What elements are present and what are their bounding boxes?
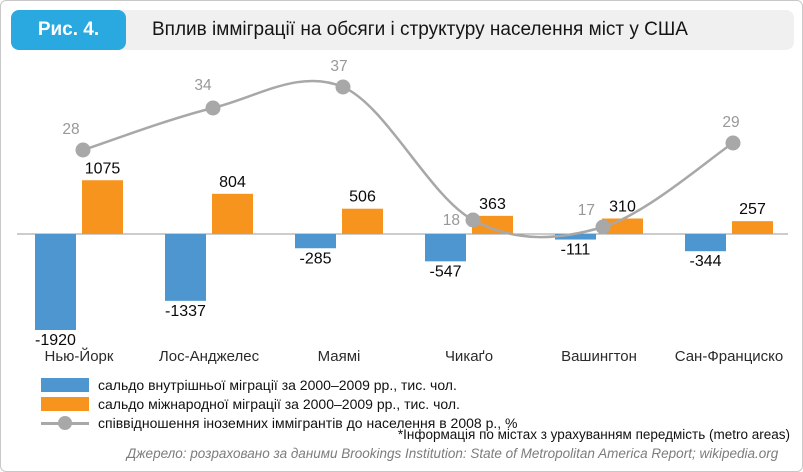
line-value-label: 29 [722, 114, 739, 131]
bar-international-migration [82, 180, 123, 234]
legend-swatch-internal-migration [41, 377, 89, 392]
bar-internal-migration [295, 234, 336, 249]
bar-international-migration [472, 215, 513, 234]
line-marker-icon [465, 212, 481, 228]
line-marker-icon [75, 142, 91, 158]
x-axis-label: Маямі [318, 348, 361, 364]
x-axis-label: Сан-Франциско [675, 348, 784, 364]
line-value-label: 28 [62, 121, 79, 138]
bar-value-label-internal: -111 [561, 242, 591, 259]
figure-header: Рис. 4. Вплив імміграції на обсяги і стр… [11, 10, 794, 50]
bar-internal-migration [555, 234, 596, 240]
bar-international-migration [342, 208, 383, 234]
bar-value-label-international: 506 [349, 189, 376, 206]
bar-value-label-international: 310 [609, 199, 636, 216]
x-axis-label: Лос-Анджелес [159, 348, 260, 364]
bar-internal-migration [165, 234, 206, 301]
legend-swatch-international-migration [41, 396, 89, 411]
bar-value-label-internal: -547 [429, 263, 461, 280]
bar-international-migration [212, 193, 253, 234]
bar-value-label-internal: -1337 [165, 303, 206, 320]
figure-badge: Рис. 4. [11, 10, 126, 50]
line-marker-icon [205, 100, 221, 116]
legend-swatch-immigrant-share-line [41, 415, 89, 430]
bar-value-label-international: 804 [219, 174, 246, 191]
bar-international-migration [732, 221, 773, 234]
footnote: *Інформація по містах з урахуванням пере… [397, 427, 790, 442]
bar-value-label-international: 257 [739, 201, 766, 218]
bar-internal-migration [425, 234, 466, 262]
legend-item-international-migration: сальдо міжнародної міграції за 2000–2009… [41, 394, 517, 413]
figure-title: Вплив імміграції на обсяги і структуру н… [152, 19, 688, 40]
legend-label-international-migration: сальдо міжнародної міграції за 2000–2009… [98, 395, 460, 412]
x-axis-label: Нью-Йорк [45, 347, 114, 364]
legend-item-internal-migration: сальдо внутрішньої міграції за 2000–2009… [41, 375, 517, 394]
line-value-label: 37 [330, 58, 347, 75]
bar-internal-migration [685, 234, 726, 252]
x-axis-label: Вашингтон [561, 348, 637, 364]
legend-line-marker-icon [58, 415, 72, 430]
bar-internal-migration [35, 234, 76, 330]
x-axis-label: Чикаґо [445, 348, 493, 364]
bar-value-label-internal: -285 [299, 250, 331, 267]
line-marker-icon [725, 135, 741, 151]
bar-value-label-internal: -344 [689, 253, 721, 270]
line-value-label: 34 [194, 77, 212, 94]
bar-value-label-international: 1075 [85, 160, 121, 177]
line-marker-icon [595, 219, 611, 235]
source-line: Джерело: розраховано за даними Brookings… [126, 446, 779, 461]
legend-label-internal-migration: сальдо внутрішньої міграції за 2000–2009… [98, 376, 457, 393]
line-value-label: 17 [578, 202, 595, 219]
chart-legend: сальдо внутрішньої міграції за 2000–2009… [41, 375, 517, 432]
legend-item-immigrant-share: співвідношення іноземних іммігрантів до … [41, 413, 517, 432]
legend-label-immigrant-share: співвідношення іноземних іммігрантів до … [98, 414, 518, 431]
bar-value-label-international: 363 [479, 196, 506, 213]
bar-international-migration [602, 218, 643, 234]
bar-value-label-internal: -1920 [35, 332, 76, 349]
chart-canvas: -1920 1075 Нью-Йорк -1337 804 Лос-Анджелес -28… [17, 58, 788, 364]
line-marker-icon [335, 79, 351, 95]
line-value-label: 18 [443, 212, 460, 229]
